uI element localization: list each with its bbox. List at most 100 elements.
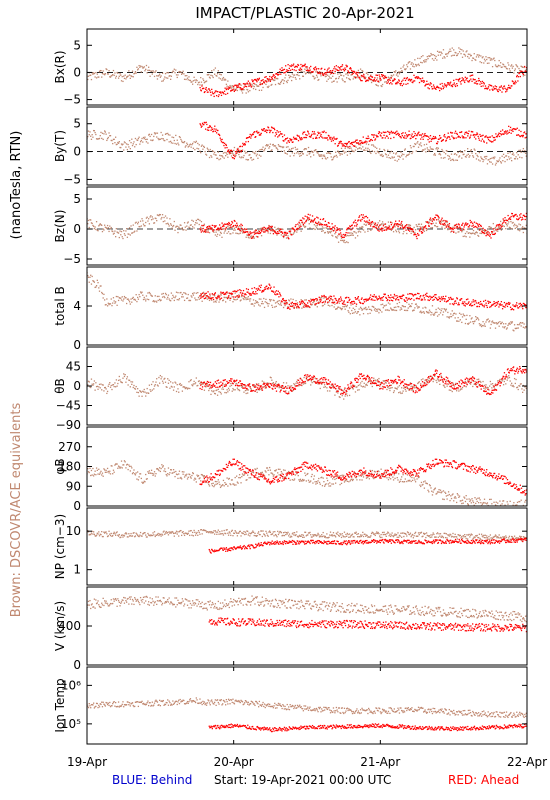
ace-point <box>195 292 197 294</box>
ace-point <box>112 297 115 299</box>
ahead-point <box>468 79 471 82</box>
ace-point <box>203 145 205 147</box>
ace-point <box>420 61 422 64</box>
ace-point <box>457 151 459 154</box>
ahead-point <box>418 298 421 300</box>
ace-point <box>437 218 439 221</box>
ahead-point <box>503 305 505 308</box>
ace-point <box>255 84 258 86</box>
ace-point <box>90 138 93 140</box>
ace-point <box>423 149 425 151</box>
ahead-point <box>481 138 484 140</box>
ahead-point <box>232 225 234 228</box>
ace-point <box>215 154 217 156</box>
ace-point <box>195 377 197 379</box>
ace-point <box>325 381 327 383</box>
ace-point <box>157 214 159 216</box>
ace-point <box>232 153 234 155</box>
ace-point <box>277 149 279 151</box>
ace-point <box>126 228 128 230</box>
ahead-point <box>270 129 272 132</box>
ahead-point <box>451 132 454 134</box>
ace-point <box>307 72 310 74</box>
ace-point <box>188 76 190 78</box>
ahead-point <box>376 224 378 226</box>
ace-point <box>137 137 140 140</box>
ace-point <box>117 382 119 385</box>
ace-point <box>490 323 492 326</box>
ace-point <box>109 382 111 384</box>
ace-point <box>106 227 108 230</box>
ahead-point <box>236 86 239 88</box>
ace-point <box>495 322 497 324</box>
ace-point <box>361 380 363 383</box>
ahead-point <box>497 224 499 226</box>
ahead-point <box>486 232 488 234</box>
ahead-point <box>365 298 367 301</box>
ahead-point <box>392 131 394 133</box>
ace-point <box>225 301 227 303</box>
ace-point <box>453 153 456 155</box>
panel-by-frame <box>86 106 528 186</box>
ace-point <box>368 221 371 224</box>
ahead-point <box>208 227 210 230</box>
ahead-point <box>222 141 224 144</box>
ahead-point <box>456 132 458 135</box>
ahead-point <box>307 305 309 307</box>
ahead-point <box>390 299 393 301</box>
ace-point <box>379 308 381 311</box>
ace-point <box>468 322 470 324</box>
ace-point <box>303 225 305 227</box>
ahead-point <box>393 223 396 226</box>
ahead-point <box>494 302 496 305</box>
ace-point <box>156 75 158 77</box>
ace-point <box>100 69 102 72</box>
ace-point <box>425 229 428 232</box>
ahead-point <box>505 304 507 306</box>
ace-point <box>416 64 418 66</box>
ace-point <box>430 52 432 55</box>
ace-point <box>94 226 96 228</box>
ace-point <box>268 85 270 87</box>
ahead-point <box>321 295 323 297</box>
ace-point <box>107 302 109 304</box>
ahead-point <box>452 298 454 300</box>
ace-point <box>115 77 117 79</box>
ahead-point <box>407 293 409 295</box>
ace-point <box>173 220 175 223</box>
ahead-point <box>243 144 245 146</box>
ace-point <box>445 310 447 312</box>
ace-point <box>431 311 433 314</box>
ace-point <box>155 132 157 134</box>
ace-point <box>235 88 237 91</box>
ace-point <box>383 380 385 383</box>
ahead-point <box>199 228 201 230</box>
ahead-point <box>476 305 479 308</box>
ahead-point <box>324 220 327 222</box>
ace-point <box>477 317 479 320</box>
ace-point <box>230 87 233 89</box>
ahead-point <box>456 297 458 299</box>
ace-point <box>124 297 126 299</box>
ahead-point <box>260 284 262 286</box>
ace-point <box>204 294 206 296</box>
ace-point <box>194 222 197 224</box>
ahead-point <box>258 78 260 81</box>
ace-point <box>440 221 442 223</box>
ace-point <box>392 227 394 230</box>
ahead-point <box>376 74 378 76</box>
ace-point <box>489 59 492 61</box>
ace-point <box>340 308 343 311</box>
ace-point <box>203 223 206 225</box>
ace-point <box>234 389 236 391</box>
ace-point <box>348 77 350 80</box>
ahead-point <box>413 130 415 133</box>
ace-point <box>90 74 92 76</box>
ahead-point <box>359 219 361 221</box>
ahead-point <box>236 224 239 226</box>
ahead-point <box>465 131 468 133</box>
ace-point <box>114 72 116 74</box>
ace-point <box>184 75 186 77</box>
ace-point <box>255 88 257 91</box>
ace-point <box>494 327 497 329</box>
